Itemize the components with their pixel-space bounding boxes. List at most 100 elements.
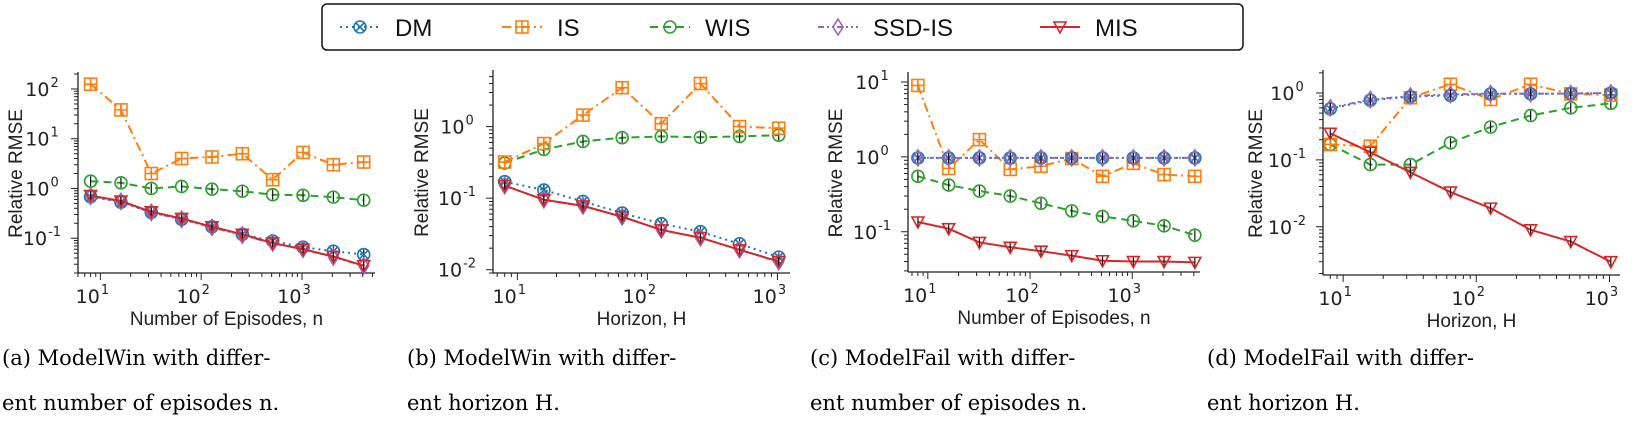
data-point [1065,148,1078,168]
data-point [694,228,707,248]
data-point [1403,166,1418,181]
chart-panel-b: 101 102 103 10-2 10-1 100 Horizon, H Relative R… [407,70,790,415]
x-tick-label: 103 [753,283,786,308]
data-point [973,148,986,168]
data-point [295,243,311,257]
y-tick-label: 100 [855,144,888,169]
data-point [266,233,279,253]
data-point [1004,148,1017,168]
chart-panel-d: 101 102 103 10-2 10-1 100 Horizon, H Relative R… [1207,70,1620,415]
x-axis-label: Number of Episodes, n [957,308,1150,329]
data-point [1187,256,1203,271]
data-point [296,145,310,160]
x-tick-label: 102 [176,283,209,308]
data-point [941,178,956,192]
data-point [942,148,955,168]
data-point [1095,169,1110,184]
data-point [356,259,372,274]
subfigure-caption: (b) ModelWin with differ- [407,346,676,370]
data-point [1444,84,1457,104]
data-point [174,179,189,194]
x-tick-label: 102 [1005,282,1038,307]
data-point [911,148,924,168]
y-axis-label: Relative RMSE [412,108,433,237]
series-mis [83,189,372,274]
data-point [1157,219,1171,233]
data-point [1003,189,1018,203]
data-point [144,166,159,181]
legend-label: MIS [1095,15,1138,42]
data-point [1483,120,1498,134]
subfigure-caption: ent horizon H. [407,391,560,415]
legend-label: SSD-IS [873,15,953,42]
data-point [497,179,513,194]
series-mis [910,216,1203,271]
data-point [1064,249,1080,264]
data-point [235,146,250,161]
series-mis [1322,127,1619,270]
y-tick-label: 101 [25,126,58,151]
data-point [204,220,220,235]
data-point [732,119,747,134]
data-point [941,222,957,237]
data-point [326,157,341,172]
data-point [1096,148,1109,168]
data-point [265,187,280,202]
data-point [234,228,250,242]
y-tick-label: 10-1 [23,225,61,250]
data-point [356,155,371,169]
data-point [1035,148,1047,168]
y-tick-label: 10-2 [438,257,476,282]
data-point [296,188,310,203]
subfigure-caption: ent horizon H. [1207,391,1360,415]
y-tick-label: 102 [25,76,58,101]
x-tick-label: 101 [76,283,109,308]
data-point [113,195,129,209]
data-point [497,155,512,169]
data-point [1095,254,1110,269]
series-line [916,85,1195,178]
data-point [174,212,189,227]
series-dm [83,190,371,262]
data-point [1603,255,1619,270]
data-point [174,151,189,166]
series-ssd-is [1324,83,1617,118]
x-tick-label: 103 [1108,282,1141,307]
data-point [114,176,128,190]
data-point [83,77,98,91]
data-point [615,80,629,95]
data-point [1126,214,1141,228]
data-point [1604,83,1617,103]
legend-entry-ssd-is: SSD-IS [818,15,953,42]
data-point [733,240,746,260]
data-point [1443,136,1458,150]
subfigure-caption: (d) ModelFail with differ- [1207,346,1474,370]
subfigure-caption: ent number of episodes n. [2,391,279,415]
x-tick-label: 103 [1585,285,1618,310]
data-point [265,237,281,251]
series-is [911,78,1202,184]
data-point [1443,186,1458,200]
data-point [1364,89,1377,109]
data-point [577,196,589,216]
y-tick-label: 10-2 [1268,214,1306,239]
data-point [972,132,987,147]
data-point [537,190,550,210]
data-point [1002,241,1018,255]
data-point [693,231,708,246]
legend-entry-mis: MIS [1040,15,1138,42]
y-tick-label: 101 [855,69,888,94]
data-point [1523,108,1538,123]
data-point [1188,169,1202,184]
series-line [1329,132,1612,263]
legend-label: IS [557,15,580,42]
chart-panel-c: 101 102 103 10-1 100 101 Number of Episodes, n… [810,69,1203,415]
subfigure-caption: ent number of episodes n. [810,391,1087,415]
series-line [917,175,1196,237]
series-line [917,221,1195,264]
data-point [693,76,708,91]
data-point [1158,148,1171,168]
y-axis-label: Relative RMSE [6,109,27,238]
x-tick-label: 103 [277,283,310,308]
